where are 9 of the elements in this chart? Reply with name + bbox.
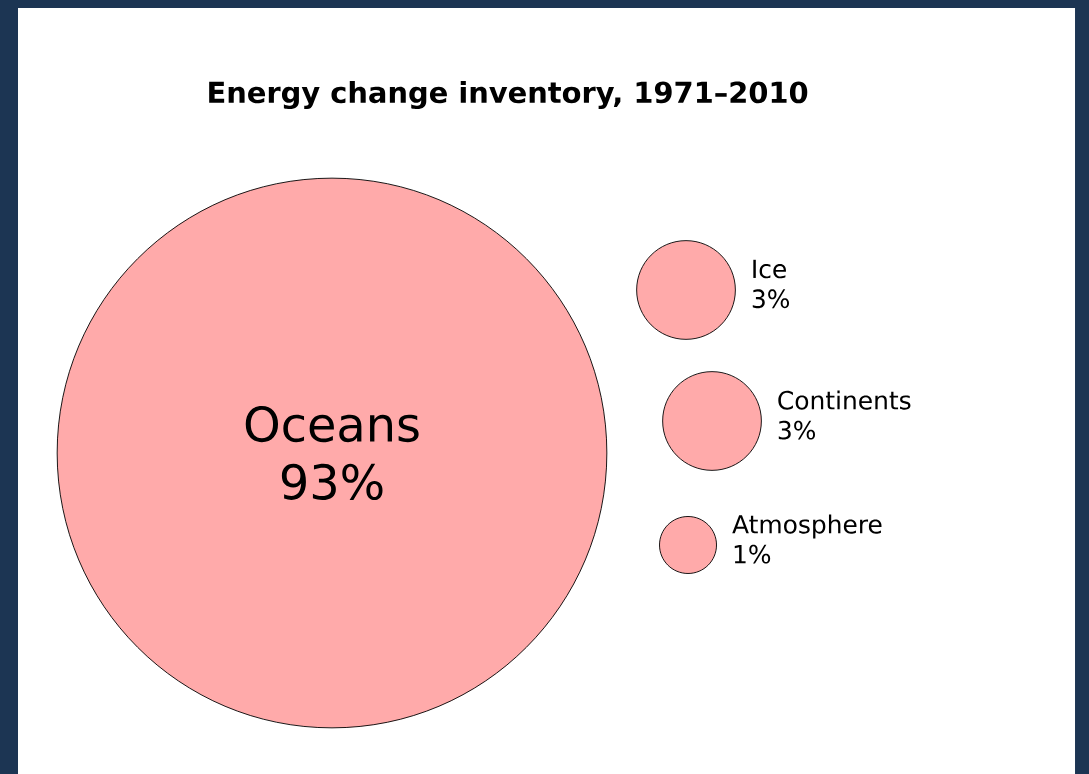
category-label: Oceans bbox=[245, 406, 419, 443]
category-label: Continents bbox=[778, 390, 911, 410]
text: Energy change inventory, 1971–2010 bbox=[209, 80, 808, 110]
category-label: Ice bbox=[753, 259, 786, 279]
data-label: 93% bbox=[281, 463, 383, 500]
data-label: 1% bbox=[734, 544, 771, 564]
data-label: 3% bbox=[778, 420, 816, 440]
category-label: Atmosphere bbox=[732, 514, 882, 539]
data-label: 3% bbox=[752, 289, 790, 309]
